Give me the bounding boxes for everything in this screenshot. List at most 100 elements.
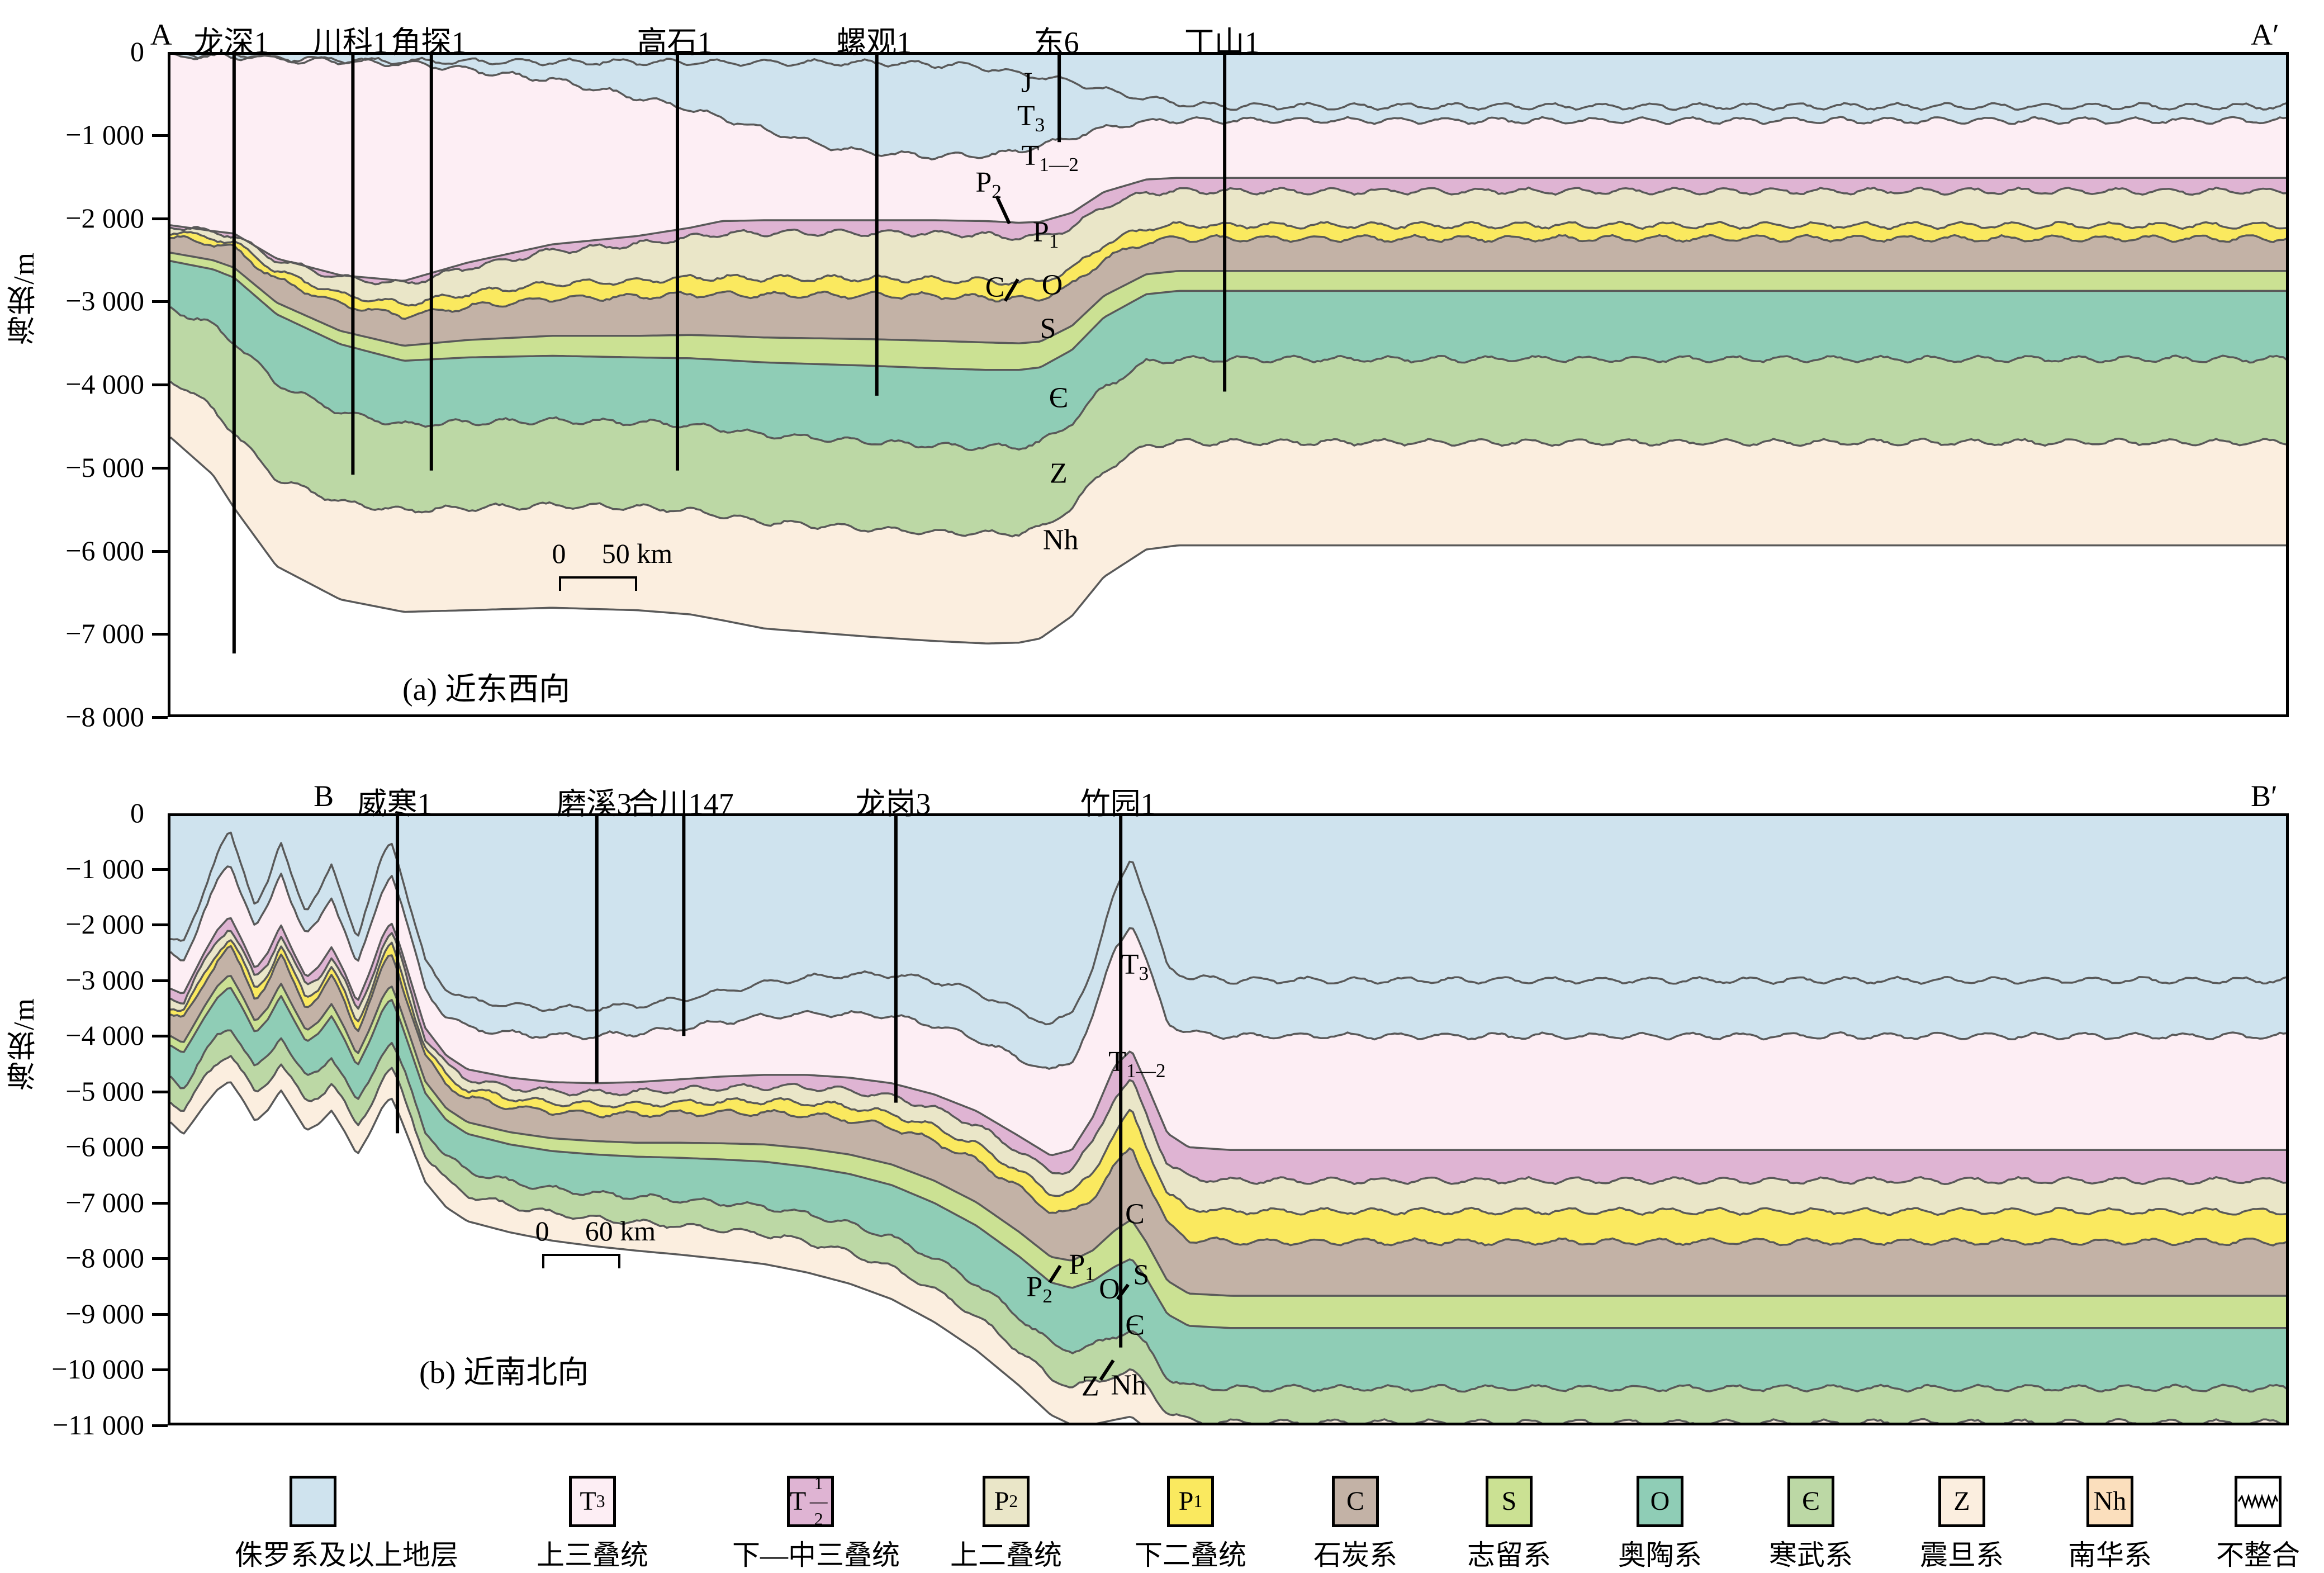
- horizon-line: [170, 220, 2286, 307]
- legend-item-上三叠统: T 3 上三叠统: [514, 1476, 671, 1573]
- y-tick: [152, 383, 168, 386]
- legend-item-奥陶系: O 奥陶系: [1582, 1476, 1738, 1573]
- stratum-J: [170, 832, 2286, 1069]
- y-tick: [152, 1424, 168, 1427]
- y-tick: [152, 1313, 168, 1316]
- horizon-line: [170, 930, 2286, 1186]
- stratum-label: P2: [1026, 1271, 1053, 1307]
- legend-item-下—中三叠统: T 1—2 下—中三叠统: [732, 1473, 900, 1573]
- stratum-label: P2: [975, 166, 1002, 202]
- horizon-line: [170, 1081, 1141, 1423]
- horizon-line: [170, 945, 2286, 1247]
- legend-label: 奥陶系: [1618, 1539, 1702, 1571]
- legend-symbol: S: [1501, 1486, 1517, 1516]
- legend-label: 志留系: [1467, 1539, 1551, 1571]
- legend-symbol: T 1—2: [790, 1473, 828, 1529]
- legend: 侏罗系及以上地层 T 3 上三叠统 T 1—2 下—中三叠统 P 2 上二叠统 P 1 下二叠统 C 石炭系…: [0, 1473, 2324, 1573]
- below-section: [170, 437, 2286, 714]
- horizon-line: [170, 234, 2286, 320]
- legend-symbol: [2237, 1479, 2279, 1524]
- well-label: 合川147: [628, 787, 734, 821]
- legend-label: 震旦系: [1920, 1539, 2004, 1571]
- well-label: 磨溪3: [556, 787, 632, 821]
- legend-item-不整合: 不整合: [2180, 1476, 2324, 1573]
- legend-item-石炭系: C 石炭系: [1277, 1476, 1434, 1573]
- stratum-J: [170, 55, 2286, 110]
- stratum-label: P1: [1032, 216, 1059, 252]
- y-tick: [152, 979, 168, 982]
- legend-label: 不整合: [2216, 1539, 2300, 1571]
- stratum-P1: [170, 221, 2286, 319]
- y-tick: [152, 549, 168, 553]
- well-label: 高石1: [637, 26, 713, 59]
- y-tick-label: −3 000: [65, 964, 144, 996]
- stratum-O: [170, 260, 2286, 451]
- y-tick-label: −7 000: [65, 618, 144, 650]
- y-tick-label: −5 000: [65, 451, 144, 483]
- well-label: 竹园1: [1080, 787, 1156, 821]
- legend-label: 下—中三叠统: [732, 1539, 900, 1571]
- leader-line: [1116, 1283, 1130, 1300]
- y-tick-label: −9 000: [65, 1297, 144, 1329]
- stratum-label: S: [1040, 312, 1056, 345]
- stratum-Z: [170, 381, 2286, 644]
- stratum-P1: [170, 940, 2286, 1245]
- well-label: 丁山1: [1184, 26, 1260, 59]
- strata-graphic-a: [170, 55, 2286, 714]
- legend-swatch: Nh: [2086, 1476, 2133, 1527]
- stratum-label: Є: [1125, 1309, 1145, 1342]
- plot-area-b: [168, 813, 2289, 1425]
- horizon-line: [170, 939, 2286, 1216]
- scale-bar-max: 50 km: [601, 538, 673, 569]
- stratum-C: [170, 235, 2286, 346]
- stratum-Cm: [170, 1030, 2286, 1423]
- legend-symbol: Z: [1953, 1486, 1970, 1516]
- legend-label: 寒武系: [1769, 1539, 1853, 1571]
- legend-item-震旦系: Z 震旦系: [1884, 1476, 2040, 1573]
- stratum-label: T3: [1121, 948, 1149, 984]
- legend-label: 石炭系: [1313, 1539, 1397, 1571]
- y-tick: [152, 1146, 168, 1149]
- stratum-Z: [170, 1056, 2279, 1423]
- horizon-line: [186, 55, 2286, 111]
- stratum-label: Z: [1081, 1370, 1099, 1403]
- y-tick: [152, 300, 168, 304]
- y-tick: [152, 134, 168, 137]
- stratum-label: C: [1125, 1198, 1145, 1230]
- legend-symbol: Є: [1802, 1486, 1820, 1516]
- legend-symbol: [292, 1479, 334, 1524]
- panel-caption: (a) 近东西向: [402, 672, 571, 707]
- legend-symbol: C: [1346, 1486, 1364, 1516]
- stratum-O: [170, 988, 2286, 1392]
- leader-line: [995, 195, 1011, 225]
- y-tick-label: −1 000: [65, 852, 144, 884]
- legend-swatch: [290, 1476, 336, 1527]
- y-tick-label: −5 000: [65, 1075, 144, 1107]
- scale-bar-zero: 0: [552, 538, 566, 569]
- legend-swatch: [2235, 1476, 2282, 1527]
- stratum-label: P1: [1069, 1249, 1095, 1285]
- legend-item-南华系: Nh 南华系: [2032, 1476, 2188, 1573]
- y-tick-label: 0: [130, 36, 144, 67]
- stratum-J: [170, 816, 2286, 1025]
- legend-label: 上三叠统: [537, 1539, 648, 1571]
- horizon-line: [170, 177, 2286, 282]
- legend-label: 上二叠统: [950, 1539, 1062, 1571]
- legend-swatch: Z: [1938, 1476, 1985, 1527]
- legend-swatch: S: [1486, 1476, 1533, 1527]
- scale-bar-zero: 0: [535, 1215, 549, 1247]
- stratum-S: [170, 253, 2286, 370]
- horizon-line: [170, 306, 2286, 451]
- well-label: 角探1: [391, 26, 467, 59]
- horizon-line: [170, 186, 2286, 286]
- stratum-Cm: [170, 307, 2286, 537]
- y-tick-label: −3 000: [65, 285, 144, 317]
- legend-item-下二叠统: P 1 下二叠统: [1112, 1476, 1269, 1573]
- stratum-P2: [170, 931, 2286, 1215]
- legend-swatch: T 1—2: [787, 1473, 834, 1529]
- stratum-label: C: [985, 271, 1005, 304]
- legend-item-上二叠统: P 2 上二叠统: [928, 1476, 1084, 1573]
